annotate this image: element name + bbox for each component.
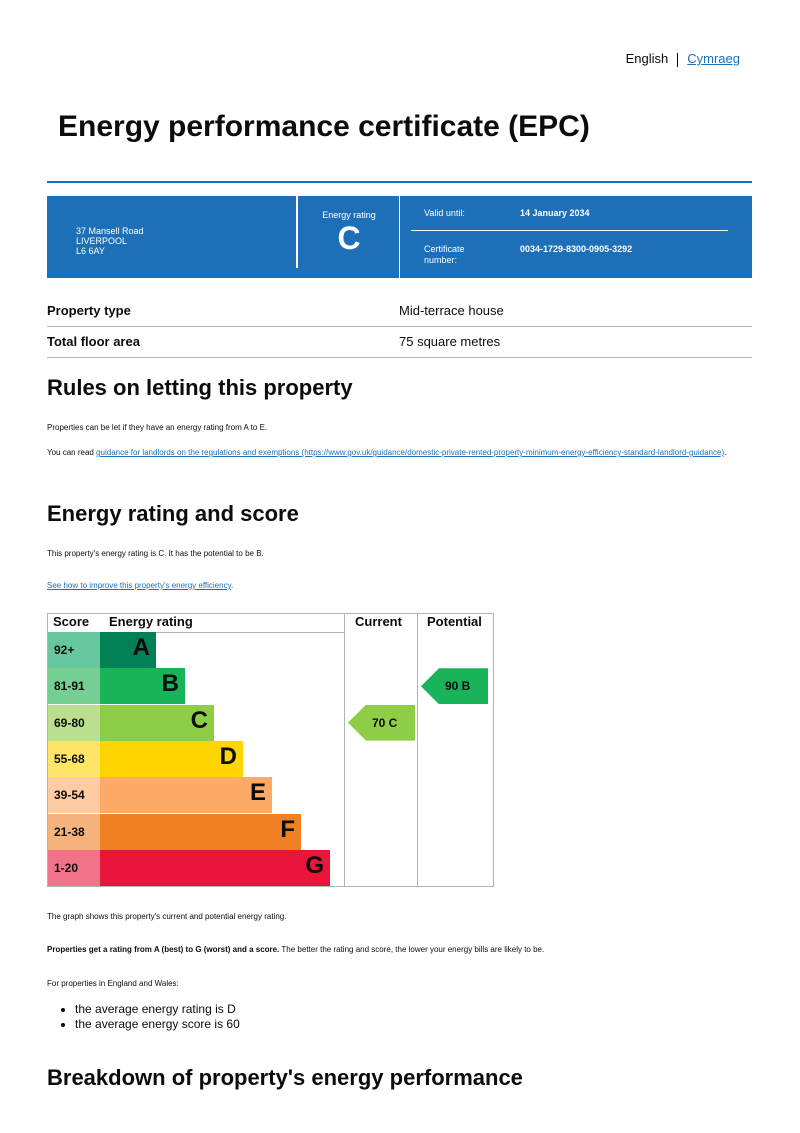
certificate-number: 0034-1729-8300-0905-3292 [520, 244, 633, 254]
band-score-D: 55-68 [48, 740, 100, 777]
potential-rating-arrow: 90 B [421, 668, 488, 705]
band-bar-C: C [100, 704, 214, 741]
current-rating-arrow: 70 C [348, 704, 415, 741]
improve-efficiency-link[interactable]: See how to improve this property's energ… [47, 581, 231, 590]
language-english: English [625, 51, 669, 66]
col-potential: Potential [427, 614, 482, 629]
divider [47, 181, 752, 183]
address: 37 Mansell Road LIVERPOOL L6 6AY [76, 226, 144, 256]
improve-text: See how to improve this property's energ… [47, 581, 234, 590]
floor-area-row: Total floor area 75 square metres [47, 327, 752, 358]
band-bar-F: F [100, 813, 301, 850]
band-bar-G: G [100, 849, 330, 886]
landlord-guidance-link[interactable]: guidance for landlords on the regulation… [96, 448, 725, 457]
rating-heading: Energy rating and score [47, 501, 299, 526]
col-current: Current [355, 614, 402, 629]
band-bar-D: D [100, 740, 243, 777]
band-bar-E: E [100, 777, 272, 814]
band-score-E: 39-54 [48, 777, 100, 814]
language-switcher: English Cymraeg [626, 51, 740, 67]
energy-rating-value: C [337, 220, 361, 256]
band-score-B: 81-91 [48, 668, 100, 705]
band-bar-B: B [100, 668, 185, 705]
averages-list: the average energy rating is Dthe averag… [47, 1002, 240, 1032]
col-score: Score [53, 614, 90, 629]
certificate-label: Certificate number: [424, 244, 465, 265]
energy-rating-label: Energy rating [322, 210, 376, 220]
language-cymraeg-link[interactable]: Cymraeg [687, 51, 740, 66]
energy-rating-chart: Score Energy rating Current Potential 92… [47, 613, 494, 887]
band-score-A: 92+ [48, 632, 100, 668]
band-score-G: 1-20 [48, 849, 100, 886]
letting-guidance: You can read guidance for landlords on t… [47, 448, 727, 457]
page-title: Energy performance certificate (EPC) [58, 110, 590, 143]
band-score-C: 69-80 [48, 704, 100, 741]
breakdown-heading: Breakdown of property's energy performan… [47, 1065, 523, 1090]
band-bar-A: A [100, 632, 156, 668]
property-type-row: Property type Mid-terrace house [47, 296, 752, 327]
averages-intro: For properties in England and Wales: [47, 979, 179, 988]
rating-explanation: Properties get a rating from A (best) to… [47, 945, 545, 954]
col-energy-rating: Energy rating [109, 614, 193, 629]
summary-banner: 37 Mansell Road LIVERPOOL L6 6AY Energy ra… [47, 196, 752, 278]
valid-until-label: Valid until: [424, 208, 465, 218]
valid-until-value: 14 January 2034 [520, 208, 590, 218]
letting-heading: Rules on letting this property [47, 375, 353, 400]
letting-text: Properties can be let if they have an en… [47, 423, 268, 432]
rating-text: This property's energy rating is C. It h… [47, 549, 264, 558]
graph-caption: The graph shows this property's current … [47, 912, 287, 921]
band-score-F: 21-38 [48, 813, 100, 850]
